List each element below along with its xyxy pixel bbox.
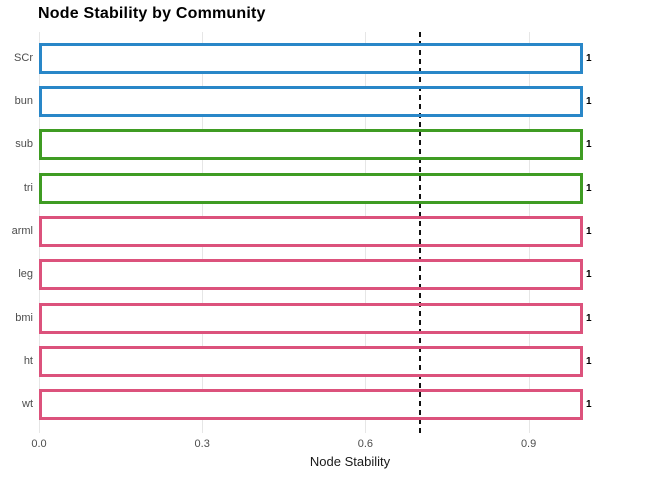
bar-arml [39,215,583,247]
bar-value-label-wt: 1 [586,399,592,411]
bar-fill-tri [39,172,583,204]
y-axis-label-ht: ht [23,354,33,367]
bar-value-label-leg: 1 [586,269,592,281]
x-tick-label-0.9: 0.9 [520,438,537,450]
chart-title: Node Stability by Community [38,5,266,22]
bar-bmi [39,302,583,334]
bar-SCr [39,42,583,74]
bar-value-label-sub: 1 [586,139,592,151]
y-axis-label-tri: tri [23,181,33,194]
y-axis-label-sub: sub [15,138,33,151]
bar-wt [39,389,583,421]
bar-value-label-bmi: 1 [586,312,592,324]
bar-value-label-SCr: 1 [586,52,592,64]
bar-leg [39,259,583,291]
bar-fill-wt [39,389,583,421]
y-axis-label-SCr: SCr [14,51,33,64]
bar-fill-ht [39,345,583,377]
bar-tri [39,172,583,204]
y-axis-label-arml: arml [11,224,33,237]
y-axis-label-wt: wt [22,398,33,411]
x-axis-title: Node Stability [309,454,391,469]
bar-value-label-tri: 1 [586,182,592,194]
bar-fill-leg [39,259,583,291]
y-axis-label-leg: leg [18,268,33,281]
y-axis-label-bmi: bmi [15,311,33,324]
bar-value-label-arml: 1 [586,225,592,237]
plot-panel: 1 1 1 1 1 1 1 1 1 [39,32,661,433]
y-axis-label-bun: bun [14,95,33,107]
bar-fill-bun [39,86,583,117]
x-tick-label-0.6: 0.6 [357,438,374,450]
bar-ht [39,345,583,377]
bar-bun [39,86,583,117]
bar-fill-sub [39,129,583,161]
x-tick-label-0.3: 0.3 [194,438,210,450]
bar-value-label-bun: 1 [586,96,592,107]
bar-value-label-ht: 1 [586,355,592,367]
bar-fill-bmi [39,302,583,334]
x-tick-label-0.0: 0.0 [31,438,47,450]
reference-line-dashed [418,32,421,433]
bar-fill-SCr [39,42,583,74]
bar-fill-arml [39,215,583,247]
bar-sub [39,129,583,161]
